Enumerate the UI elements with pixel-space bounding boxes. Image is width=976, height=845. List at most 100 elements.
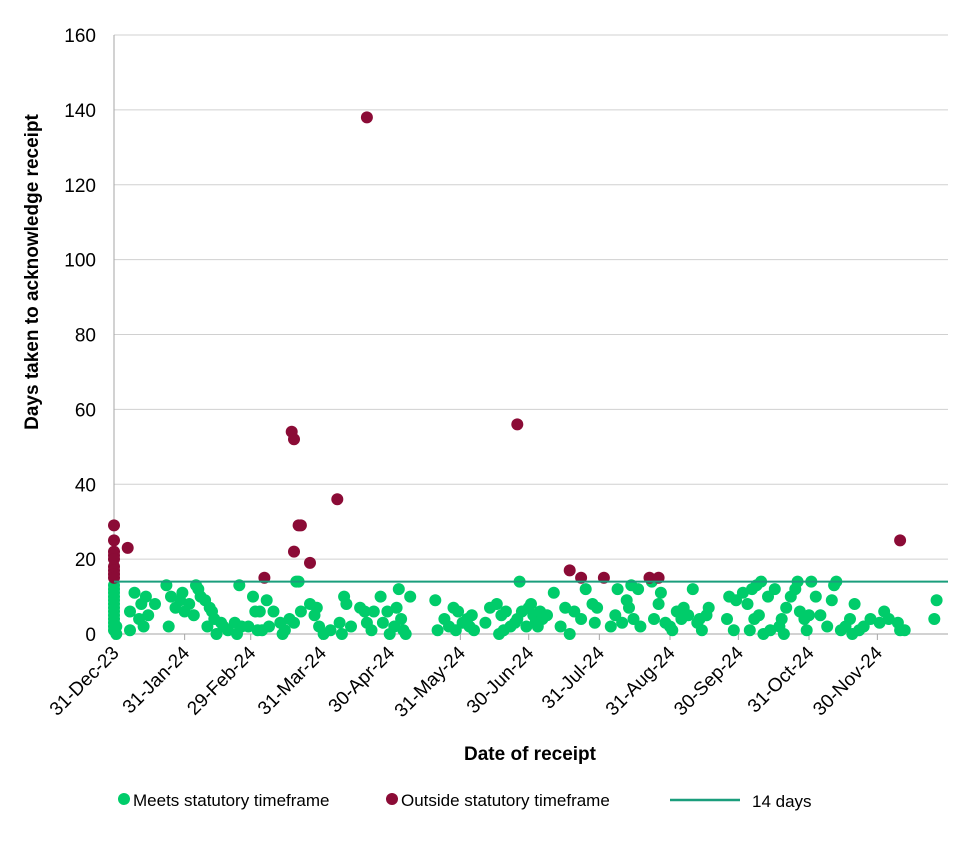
x-tick-label: 31-Aug-24 — [602, 642, 680, 720]
gridlines — [113, 34, 948, 640]
data-point — [894, 534, 907, 547]
series-outside-timeframe — [108, 111, 907, 584]
data-point — [520, 620, 533, 633]
y-tick-label: 0 — [85, 625, 96, 646]
data-point — [176, 586, 189, 599]
data-point — [579, 583, 592, 596]
data-point — [727, 624, 740, 637]
data-point — [499, 605, 512, 618]
data-point — [288, 545, 300, 558]
y-tick-label: 60 — [75, 400, 96, 421]
data-point — [294, 605, 307, 618]
data-point — [242, 620, 255, 633]
data-point — [777, 628, 790, 640]
data-point — [511, 418, 524, 431]
x-tick-label: 31-Dec-23 — [46, 643, 124, 721]
data-point — [335, 628, 348, 640]
data-points — [108, 111, 943, 640]
data-point — [814, 609, 827, 622]
data-point — [928, 613, 941, 625]
data-point — [465, 609, 478, 622]
data-point — [162, 620, 175, 633]
data-point — [654, 586, 667, 599]
data-point — [376, 616, 389, 629]
data-point — [374, 590, 387, 603]
data-point — [825, 594, 838, 607]
x-tick-label: 30-Nov-24 — [809, 642, 887, 720]
data-point — [652, 598, 665, 610]
data-point — [128, 586, 141, 599]
data-point — [752, 609, 765, 622]
data-point — [611, 583, 624, 596]
x-tick-label: 30-Sep-24 — [670, 642, 748, 720]
data-point — [882, 613, 895, 625]
data-point — [452, 605, 465, 618]
data-point — [930, 594, 943, 607]
data-point — [775, 613, 788, 625]
y-tick-label: 80 — [75, 326, 96, 347]
data-point — [390, 601, 403, 614]
data-point — [278, 624, 291, 637]
data-point — [666, 624, 679, 637]
y-tick-label: 100 — [64, 251, 96, 272]
data-point — [768, 583, 781, 596]
data-point — [288, 433, 300, 446]
data-point — [821, 620, 834, 633]
data-point — [381, 605, 394, 618]
data-point — [392, 583, 405, 596]
data-point — [267, 605, 280, 618]
data-point — [547, 586, 560, 599]
legend: Meets statutory timeframe Outside statut… — [118, 791, 812, 811]
data-point — [682, 609, 695, 622]
legend-label-outside: Outside statutory timeframe — [401, 791, 610, 810]
y-tick-label: 160 — [64, 26, 96, 47]
data-point — [864, 613, 877, 625]
data-point — [395, 613, 408, 625]
data-point — [331, 493, 344, 506]
data-point — [142, 609, 155, 622]
data-point — [634, 620, 647, 633]
data-point — [310, 601, 323, 614]
data-point — [121, 541, 134, 554]
data-point — [741, 598, 754, 610]
data-point — [108, 519, 120, 532]
data-point — [623, 601, 635, 614]
x-axis-title: Date of receipt — [464, 744, 597, 765]
data-point — [367, 605, 380, 618]
y-tick-labels: 0 20 40 60 80 100 120 140 160 — [64, 26, 96, 646]
data-point — [591, 601, 604, 614]
data-point — [358, 605, 371, 618]
data-point — [632, 583, 645, 596]
x-tick-labels: 31-Dec-2331-Jan-2429-Feb-2431-Mar-2430-A… — [46, 642, 887, 721]
x-tick-label: 29-Feb-24 — [183, 642, 260, 719]
data-point — [183, 598, 196, 610]
data-point — [137, 620, 150, 633]
data-point — [247, 590, 259, 603]
data-point — [809, 590, 822, 603]
data-point — [575, 613, 588, 625]
data-point — [648, 613, 660, 625]
x-tick-label: 31-Jul-24 — [538, 642, 609, 713]
data-point — [263, 620, 275, 633]
data-point — [404, 590, 417, 603]
data-point — [764, 624, 777, 637]
data-point — [554, 620, 567, 633]
data-point — [844, 613, 856, 625]
data-point — [429, 594, 442, 607]
data-point — [702, 601, 715, 614]
data-point — [304, 556, 316, 569]
data-point — [541, 609, 553, 622]
data-point — [324, 624, 337, 637]
data-point — [360, 111, 373, 124]
data-point — [604, 620, 617, 633]
data-point — [563, 628, 576, 640]
data-point — [479, 616, 492, 629]
data-point — [139, 590, 152, 603]
data-point — [333, 616, 346, 629]
data-point — [260, 594, 273, 607]
data-point — [743, 624, 756, 637]
y-tick-label: 140 — [64, 101, 96, 122]
x-tick-label: 31-May-24 — [391, 642, 470, 721]
data-point — [848, 598, 861, 610]
